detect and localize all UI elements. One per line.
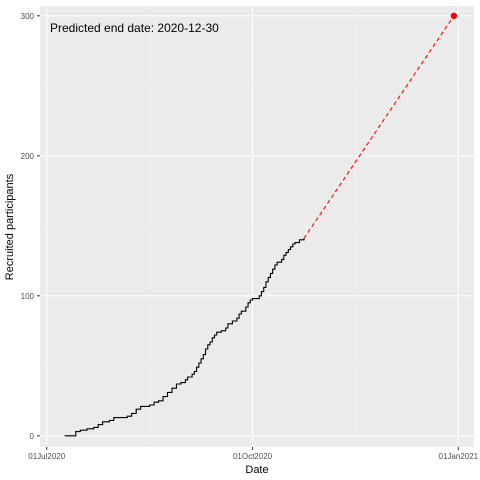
y-axis-title: Recruited participants: [4, 173, 16, 280]
predicted-end-point: [451, 13, 457, 19]
plot-panel: [40, 6, 474, 447]
y-tick-label: 300: [21, 12, 35, 21]
y-tick-label: 200: [21, 152, 35, 161]
x-tick-label: 01Jul2020: [28, 452, 65, 461]
x-tick-label: 01Oct2020: [233, 452, 273, 461]
y-tick-label: 100: [21, 292, 35, 301]
predicted-end-annotation: Predicted end date: 2020-12-30: [50, 21, 219, 35]
y-tick-label: 0: [30, 432, 35, 441]
x-axis-title: Date: [245, 464, 268, 476]
x-tick-label: 01Jan2021: [439, 452, 479, 461]
